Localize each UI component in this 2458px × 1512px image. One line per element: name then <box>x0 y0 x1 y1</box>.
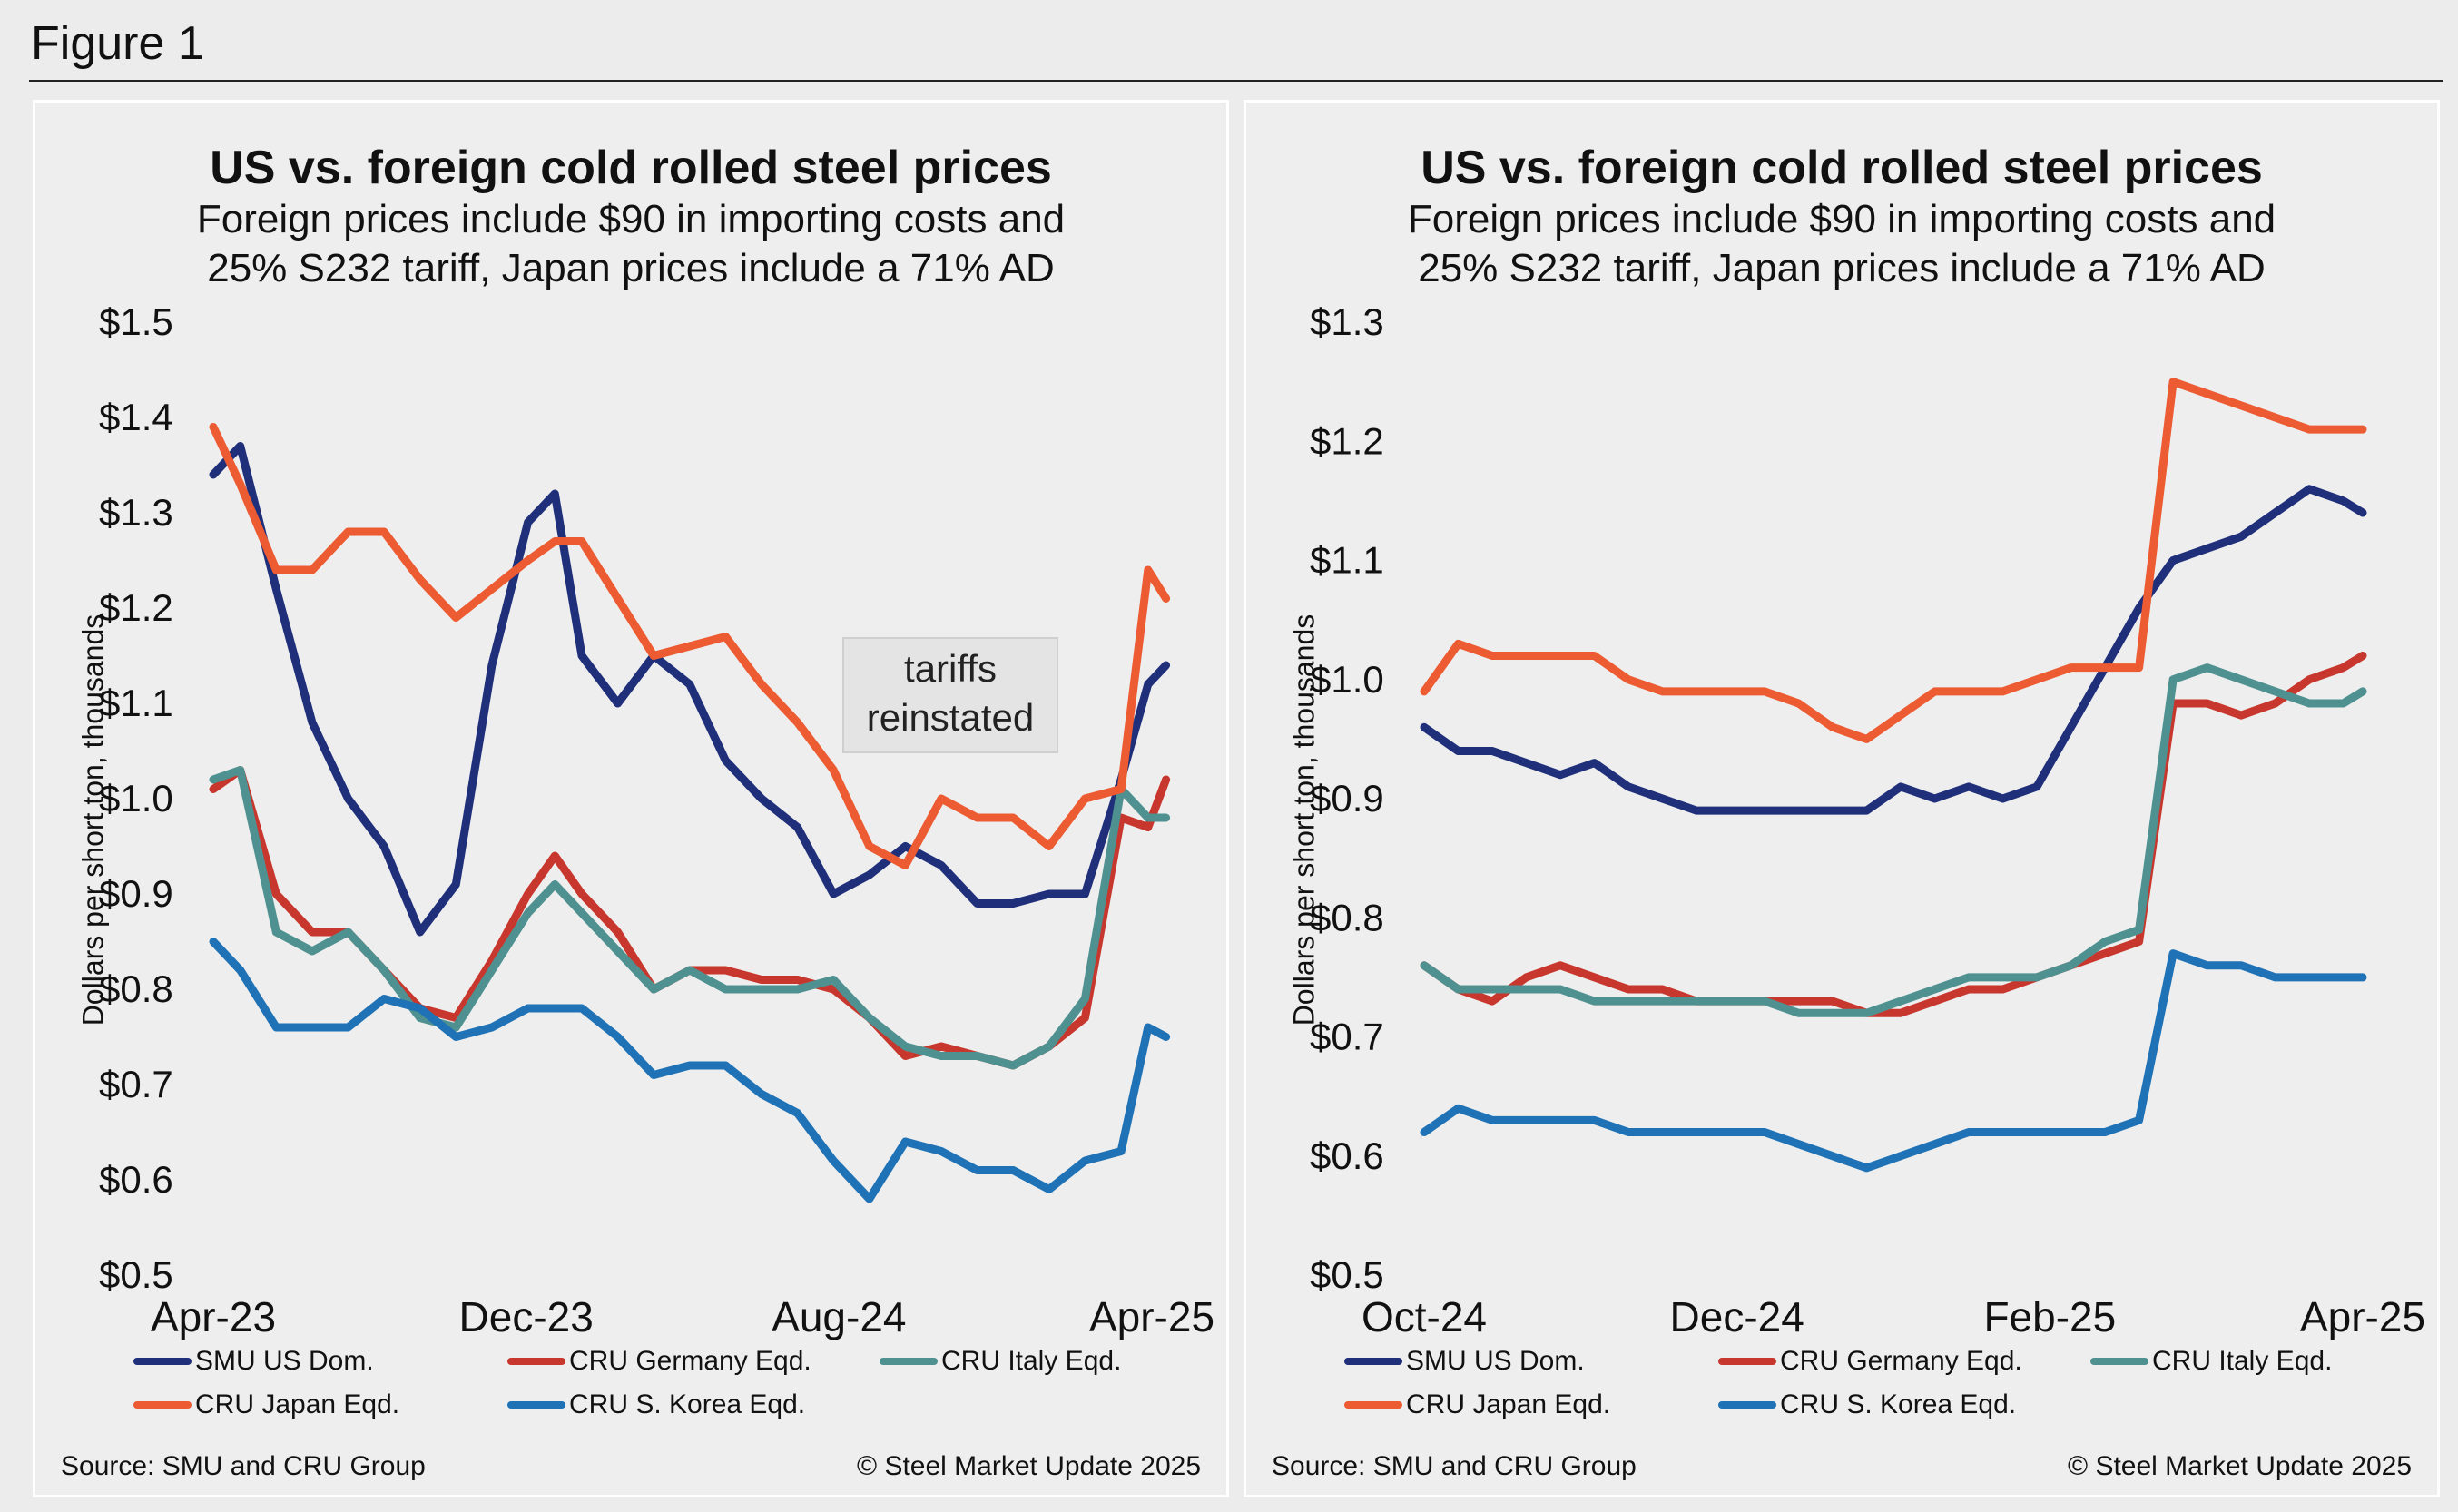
x-tick-label: Apr-23 <box>151 1293 276 1340</box>
figure-divider <box>29 80 2443 82</box>
legend-label: CRU S. Korea Eqd. <box>569 1389 806 1419</box>
legend-item: CRU Italy Eqd. <box>2090 1346 2332 1377</box>
annotation-line1: tariffs <box>904 647 997 690</box>
y-tick-label: $1.4 <box>99 396 173 438</box>
legend-label: CRU Germany Eqd. <box>1780 1346 2022 1376</box>
legend-item: CRU S. Korea Eqd. <box>1718 1389 2016 1420</box>
figure-title: Figure 1 <box>31 17 204 70</box>
y-tick-label: $0.7 <box>1310 1016 1384 1058</box>
y-tick-label: $0.6 <box>1310 1134 1384 1177</box>
y-tick-label: $0.6 <box>99 1158 173 1201</box>
source-note: Source: SMU and CRU Group <box>61 1451 426 1481</box>
x-tick-label: Apr-25 <box>1089 1293 1214 1340</box>
y-tick-label: $0.9 <box>1310 777 1384 820</box>
legend-label: CRU Japan Eqd. <box>1406 1389 1611 1419</box>
legend-label: CRU Germany Eqd. <box>569 1346 811 1376</box>
legend-swatch <box>2090 1358 2148 1365</box>
legend-item: CRU Germany Eqd. <box>1718 1346 2022 1377</box>
y-tick-label: $0.9 <box>99 872 173 915</box>
legend-label: CRU S. Korea Eqd. <box>1780 1389 2017 1419</box>
legend-swatch <box>1344 1401 1402 1409</box>
y-tick-label: $1.3 <box>1310 300 1384 343</box>
y-tick-label: $1.0 <box>99 777 173 820</box>
legend-item: CRU S. Korea Eqd. <box>507 1389 805 1420</box>
x-tick-label: Feb-25 <box>1983 1293 2116 1340</box>
chart-subtitle: Foreign prices include $90 in importing … <box>1246 195 2437 293</box>
legend-label: CRU Italy Eqd. <box>941 1346 1122 1376</box>
y-tick-label: $1.0 <box>1310 658 1384 701</box>
right-chart-panel: $0.5 $0.6 $0.7 $0.8 $0.9 $1.0 $1.1 $1.2 $1.3 Oct-… <box>1244 100 2440 1497</box>
legend-swatch <box>1718 1401 1776 1409</box>
x-tick-label: Aug-24 <box>772 1293 906 1340</box>
series-line-cru-japan-eqd <box>209 423 1171 869</box>
left-chart-svg: $0.5 $0.6 $0.7 $0.8 $0.9 $1.0 $1.1 $1.2 $1.3 $1.4… <box>99 300 1214 1340</box>
legend-item: SMU US Dom. <box>1344 1346 1585 1377</box>
annotation-line2: reinstated <box>867 696 1034 739</box>
chart-subtitle-line2: 25% S232 tariff, Japan prices include a … <box>1418 246 2266 290</box>
series-line-cru-italy-eqd <box>1420 663 2367 1017</box>
y-tick-label: $0.8 <box>99 967 173 1010</box>
legend-item: SMU US Dom. <box>133 1346 374 1377</box>
legend-swatch <box>507 1358 565 1365</box>
chart-subtitle-line1: Foreign prices include $90 in importing … <box>196 197 1066 241</box>
source-note: Source: SMU and CRU Group <box>1272 1451 1637 1481</box>
series-line-cru-s-korea-eqd <box>209 938 1171 1203</box>
legend-swatch <box>1718 1358 1776 1365</box>
y-tick-label: $0.5 <box>99 1253 173 1296</box>
copyright-note: © Steel Market Update 2025 <box>2068 1451 2412 1481</box>
chart-subtitle-line2: 25% S232 tariff, Japan prices include a … <box>207 246 1055 290</box>
y-tick-label: $0.8 <box>1310 896 1384 938</box>
legend-item: CRU Japan Eqd. <box>133 1389 399 1420</box>
y-tick-label: $1.2 <box>99 586 173 629</box>
series-line-smu-us-dom <box>1420 485 2367 815</box>
legend-swatch <box>880 1358 938 1365</box>
y-tick-label: $1.5 <box>99 300 173 343</box>
y-tick-label: $0.7 <box>99 1063 173 1105</box>
y-axis-label: Dollars per short ton, thousands <box>1287 614 1321 1026</box>
legend-item: CRU Japan Eqd. <box>1344 1389 1610 1420</box>
legend: SMU US Dom. CRU Germany Eqd. CRU Italy Eqd… <box>35 1346 1226 1446</box>
series-line-cru-s-korea-eqd <box>1420 949 2367 1173</box>
legend-swatch <box>133 1358 192 1365</box>
legend-swatch <box>133 1401 192 1409</box>
legend-swatch <box>1344 1358 1402 1365</box>
y-axis-label: Dollars per short ton, thousands <box>76 614 110 1026</box>
legend-label: CRU Italy Eqd. <box>2152 1346 2333 1376</box>
annotation-tariffs-reinstated: tariffs reinstated <box>842 637 1058 753</box>
y-tick-label: $1.3 <box>99 491 173 534</box>
chart-subtitle: Foreign prices include $90 in importing … <box>35 195 1226 293</box>
series-line-smu-us-dom <box>209 442 1171 937</box>
left-chart-panel: $0.5 $0.6 $0.7 $0.8 $0.9 $1.0 $1.1 $1.2 $1.3 $1.4… <box>33 100 1229 1497</box>
legend-label: SMU US Dom. <box>195 1346 374 1376</box>
y-tick-label: $1.1 <box>1310 539 1384 582</box>
y-tick-label: $1.2 <box>1310 419 1384 462</box>
series-line-cru-japan-eqd <box>1420 378 2367 743</box>
legend-swatch <box>507 1401 565 1409</box>
series-line-cru-germany-eqd <box>1420 652 2367 1017</box>
legend-label: SMU US Dom. <box>1406 1346 1585 1376</box>
x-tick-label: Dec-24 <box>1670 1293 1804 1340</box>
y-tick-label: $0.5 <box>1310 1253 1384 1296</box>
x-tick-label: Oct-24 <box>1362 1293 1487 1340</box>
y-tick-label: $1.1 <box>99 682 173 724</box>
x-tick-label: Dec-23 <box>459 1293 594 1340</box>
legend-label: CRU Japan Eqd. <box>195 1389 400 1419</box>
copyright-note: © Steel Market Update 2025 <box>857 1451 1201 1481</box>
x-tick-label: Apr-25 <box>2300 1293 2425 1340</box>
chart-subtitle-line1: Foreign prices include $90 in importing … <box>1407 197 2276 241</box>
legend: SMU US Dom. CRU Germany Eqd. CRU Italy Eqd… <box>1246 1346 2437 1446</box>
legend-item: CRU Italy Eqd. <box>880 1346 1121 1377</box>
chart-title: US vs. foreign cold rolled steel prices <box>210 142 1052 194</box>
chart-title: US vs. foreign cold rolled steel prices <box>1421 142 2263 194</box>
legend-item: CRU Germany Eqd. <box>507 1346 811 1377</box>
right-chart-svg: $0.5 $0.6 $0.7 $0.8 $0.9 $1.0 $1.1 $1.2 $1.3 Oct-… <box>1310 300 2425 1340</box>
series-line-cru-italy-eqd <box>209 766 1171 1070</box>
